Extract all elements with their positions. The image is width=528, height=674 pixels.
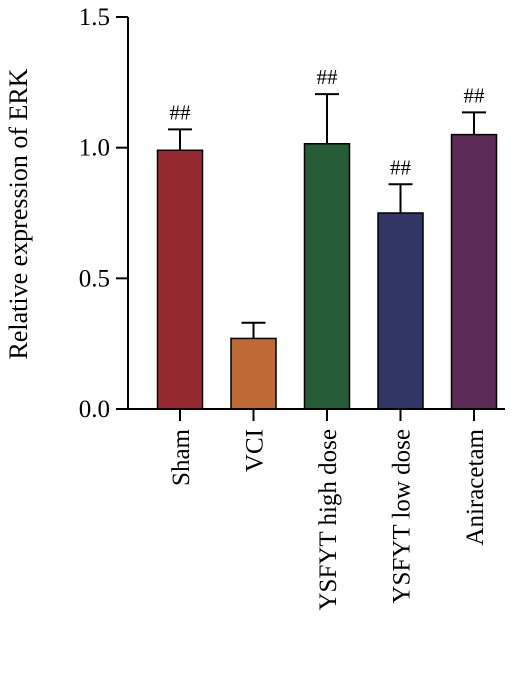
y-tick-label: 1.0	[79, 135, 110, 162]
category-label: YSFYT low dose	[389, 429, 416, 604]
significance-mark: ##	[464, 83, 486, 107]
error-bars	[168, 93, 486, 339]
bar-ysfyt-high-dose	[303, 142, 351, 410]
significance-mark: ##	[317, 65, 339, 89]
significance-mark: ##	[170, 100, 192, 124]
significance-annotations: ## ## ## ##	[170, 65, 486, 179]
x-axis: Sham VCI YSFYT high dose YSFYT low dose Anir…	[128, 408, 505, 611]
y-tick-label: 0.0	[79, 396, 110, 423]
category-label: Sham	[168, 428, 195, 486]
y-axis: 0.0 0.5 1.0 1.5	[79, 4, 129, 423]
bar-aniracetam	[450, 133, 498, 410]
significance-mark: ##	[390, 155, 412, 179]
category-label: VCI	[242, 429, 269, 472]
bar-vci	[230, 337, 277, 410]
bar-sham	[156, 149, 204, 410]
y-tick-label: 1.5	[79, 4, 110, 31]
bar-ysfyt-low-dose	[377, 212, 424, 410]
y-tick-label: 0.5	[79, 265, 110, 292]
bars	[156, 133, 498, 410]
y-axis-label: Relative expression of ERK	[4, 68, 33, 359]
category-label: Aniracetam	[462, 428, 489, 545]
category-label: YSFYT high dose	[315, 429, 342, 611]
